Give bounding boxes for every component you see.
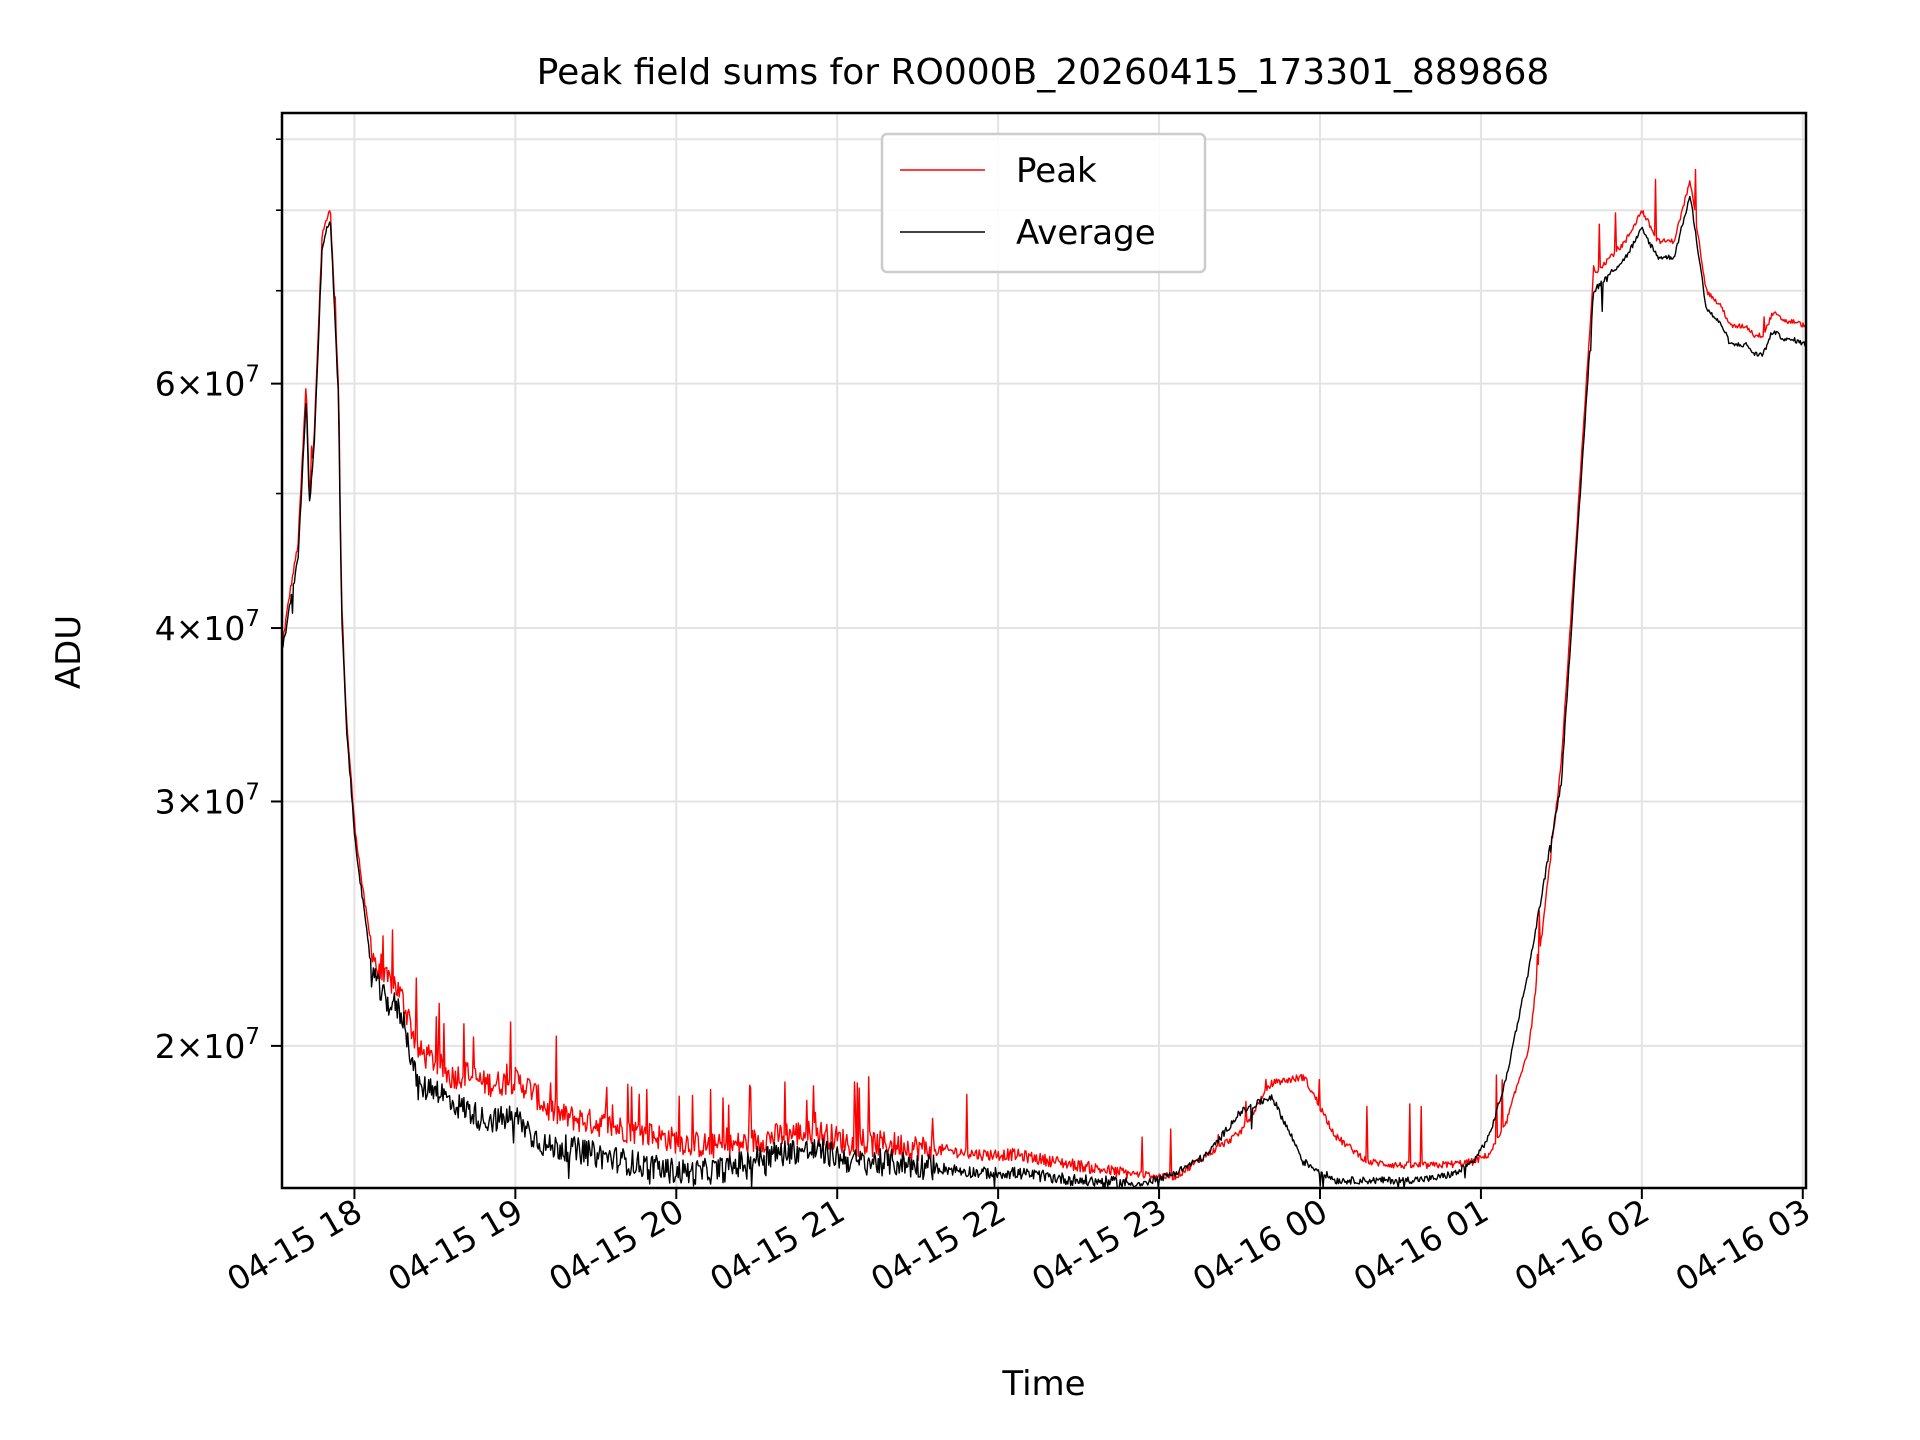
legend-label-average: Average — [1016, 213, 1156, 253]
series-line-average — [281, 195, 1807, 1189]
y-tick-label: 2×107 — [155, 1024, 260, 1066]
y-axis: 2×107 3×107 4×107 6×107 — [155, 138, 282, 1066]
plot-frame — [280, 111, 1808, 1190]
y-axis-label: ADU — [49, 615, 89, 689]
legend-label-peak: Peak — [1016, 151, 1097, 191]
y-tick-label: 3×107 — [155, 779, 260, 821]
grid — [282, 113, 1806, 1188]
series-layer — [281, 168, 1807, 1189]
legend: Peak Average — [880, 132, 1207, 274]
x-axis-label: Time — [1001, 1364, 1085, 1404]
legend-box — [880, 132, 1207, 274]
y-tick-label: 6×107 — [155, 362, 260, 404]
y-tick-label: 4×107 — [155, 606, 260, 648]
chart-title: Peak field sums for RO000B_20260415_1733… — [537, 52, 1550, 93]
